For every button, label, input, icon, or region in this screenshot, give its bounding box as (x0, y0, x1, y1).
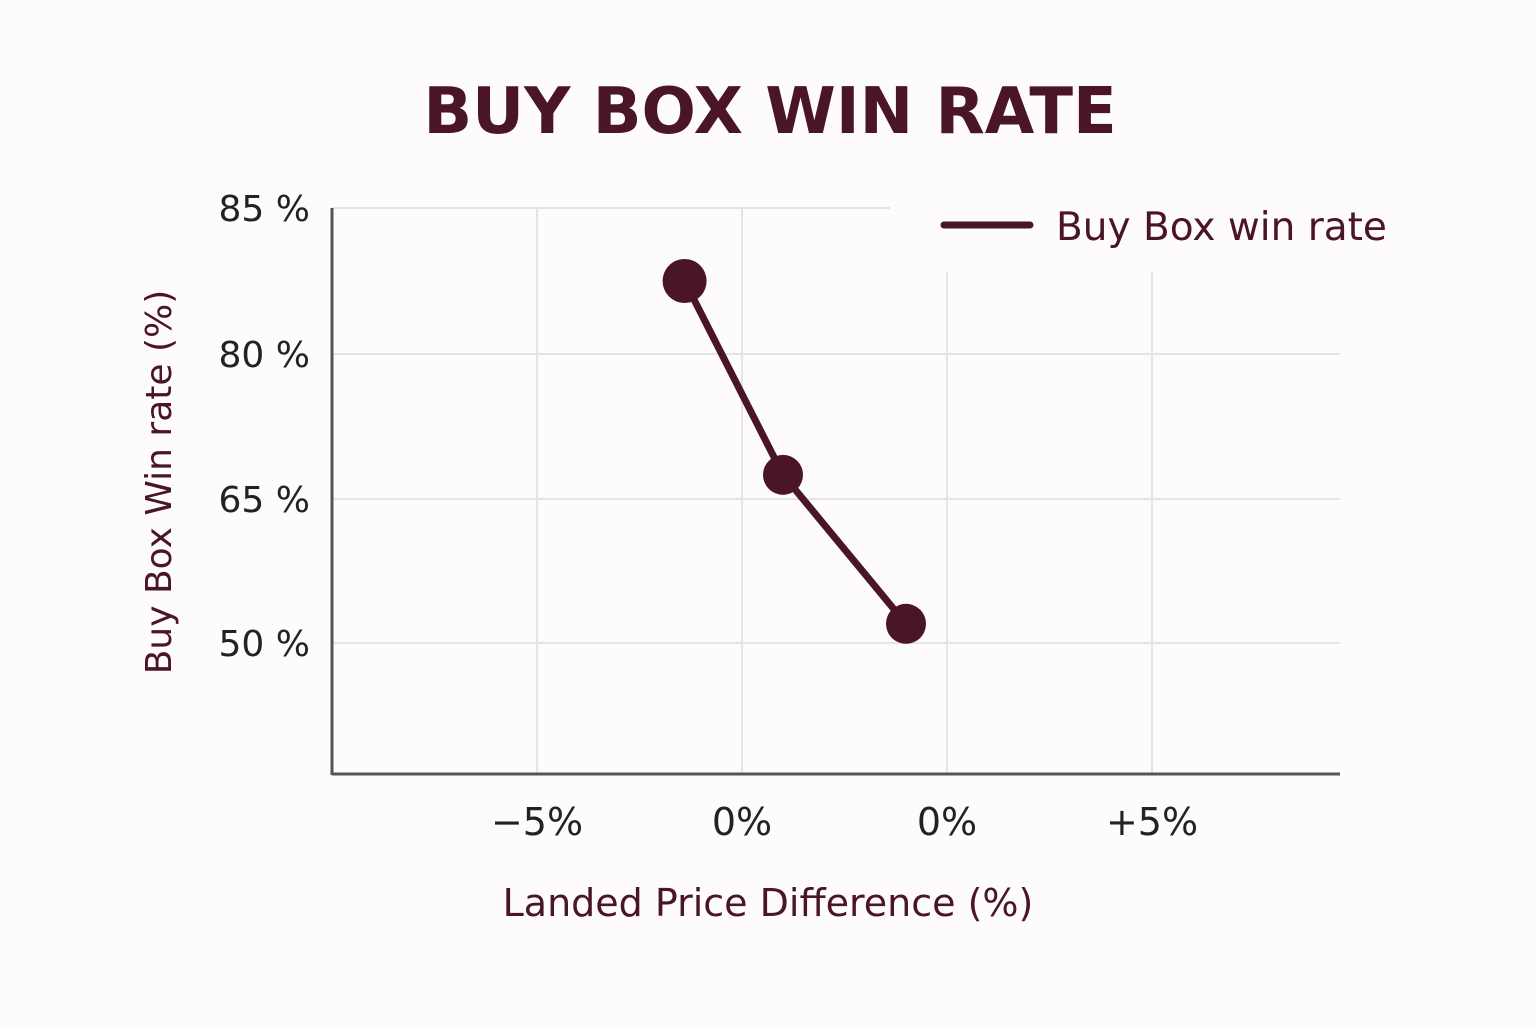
x-tick-labels: −5% 0% 0% +5% (491, 800, 1198, 844)
x-axis-label: Landed Price Difference (%) (503, 881, 1034, 925)
data-point (886, 603, 926, 644)
data-point (662, 259, 707, 303)
grid-lines (332, 207, 1340, 773)
x-tick-label: 0% (917, 800, 977, 844)
x-tick-label: 0% (712, 800, 772, 844)
x-tick-label: −5% (491, 800, 583, 844)
data-point (763, 454, 803, 495)
y-tick-label: 80 % (219, 335, 310, 376)
x-tick-label: +5% (1106, 800, 1198, 844)
series-buy-box-win-rate (662, 259, 926, 644)
legend-label: Buy Box win rate (1056, 205, 1387, 250)
legend: Buy Box win rate (940, 205, 1387, 250)
y-tick-label: 65 % (219, 480, 310, 521)
y-axis-label: Buy Box Win rate (%) (139, 290, 180, 675)
y-tick-labels: 85 % 80 % 65 % 50 % (219, 189, 310, 665)
chart-title: BUY BOX WIN RATE (423, 75, 1116, 149)
y-tick-label: 50 % (219, 624, 310, 665)
series-line (681, 277, 910, 628)
y-tick-label: 85 % (219, 189, 310, 230)
